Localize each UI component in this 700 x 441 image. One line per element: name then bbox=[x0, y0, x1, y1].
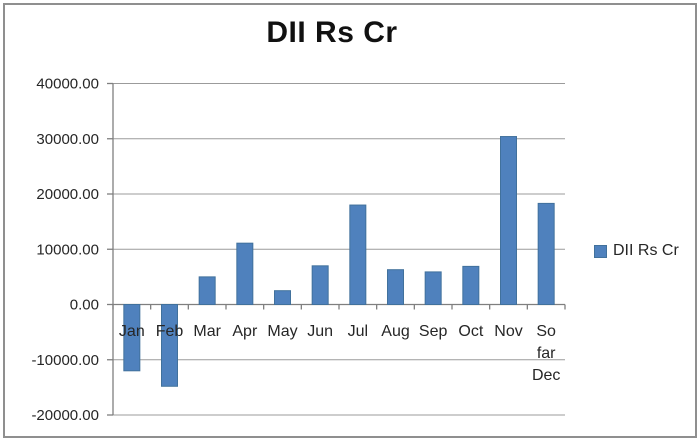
x-axis-tick-label: Aug bbox=[381, 323, 409, 340]
bar-mar bbox=[198, 276, 216, 305]
bar-apr bbox=[236, 242, 254, 305]
y-axis-tick-label: 10000.00 bbox=[36, 241, 99, 258]
x-axis-tick-label: far bbox=[537, 345, 556, 362]
bar-may bbox=[274, 290, 291, 305]
bar-oct bbox=[462, 265, 480, 306]
legend: DII Rs Cr bbox=[594, 242, 679, 260]
x-axis-tick-label: Mar bbox=[193, 323, 221, 340]
bar-jun bbox=[311, 265, 329, 306]
x-axis-tick-label: Oct bbox=[458, 323, 483, 340]
x-axis-tick-label: Jul bbox=[348, 323, 368, 340]
x-axis-tick-label: Apr bbox=[232, 323, 258, 340]
x-axis-tick-label: Jan bbox=[119, 323, 145, 340]
bar-jul bbox=[349, 204, 367, 305]
bar-so-far-dec bbox=[537, 202, 555, 305]
x-axis-tick-label: Dec bbox=[532, 367, 560, 384]
bar-feb bbox=[161, 304, 178, 387]
x-axis-tick-label: So bbox=[536, 323, 556, 340]
legend-series-label: DII Rs Cr bbox=[613, 242, 679, 259]
bar-nov bbox=[500, 136, 517, 305]
x-axis-tick-label: May bbox=[267, 323, 297, 340]
bar-aug bbox=[387, 269, 404, 306]
legend-series-swatch-icon bbox=[594, 244, 607, 258]
x-axis-tick-label: Feb bbox=[156, 323, 184, 340]
y-axis-tick-label: 40000.00 bbox=[36, 76, 99, 93]
chart-title: DII Rs Cr bbox=[266, 16, 398, 49]
y-axis-tick-label: 20000.00 bbox=[36, 186, 99, 203]
y-axis-tick-label: 30000.00 bbox=[36, 131, 99, 148]
y-axis-tick-label: -10000.00 bbox=[31, 352, 99, 369]
y-axis-tick-label: -20000.00 bbox=[31, 407, 99, 424]
x-axis-tick-label: Sep bbox=[419, 323, 448, 340]
bar-jan bbox=[123, 304, 141, 372]
y-axis-tick-label: 0.00 bbox=[70, 297, 99, 314]
bar-sep bbox=[424, 271, 442, 305]
x-axis-tick-label: Nov bbox=[494, 323, 522, 340]
x-axis-tick-label: Jun bbox=[307, 323, 333, 340]
